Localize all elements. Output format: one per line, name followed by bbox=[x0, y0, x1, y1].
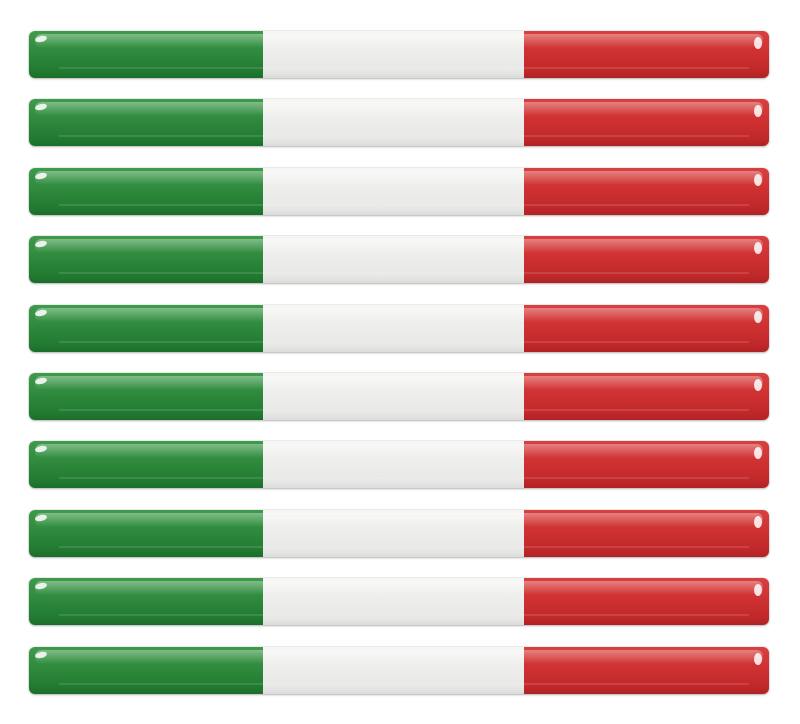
red-band bbox=[524, 236, 769, 283]
green-band bbox=[29, 373, 263, 420]
white-band bbox=[263, 305, 524, 352]
white-band bbox=[263, 31, 524, 78]
green-band bbox=[29, 236, 263, 283]
flag-strip bbox=[29, 168, 769, 215]
red-band bbox=[524, 441, 769, 488]
flag-strip bbox=[29, 236, 769, 283]
white-band bbox=[263, 647, 524, 694]
flag-strip bbox=[29, 441, 769, 488]
flag-strip bbox=[29, 373, 769, 420]
red-band bbox=[524, 373, 769, 420]
green-band bbox=[29, 305, 263, 352]
white-band bbox=[263, 373, 524, 420]
red-band bbox=[524, 510, 769, 557]
red-band bbox=[524, 31, 769, 78]
white-band bbox=[263, 578, 524, 625]
white-band bbox=[263, 168, 524, 215]
white-band bbox=[263, 236, 524, 283]
red-band bbox=[524, 578, 769, 625]
white-band bbox=[263, 510, 524, 557]
flag-strip bbox=[29, 305, 769, 352]
flag-strip bbox=[29, 99, 769, 146]
green-band bbox=[29, 168, 263, 215]
green-band bbox=[29, 441, 263, 488]
green-band bbox=[29, 31, 263, 78]
red-band bbox=[524, 99, 769, 146]
flag-strip bbox=[29, 578, 769, 625]
white-band bbox=[263, 99, 524, 146]
red-band bbox=[524, 168, 769, 215]
flag-strip bbox=[29, 31, 769, 78]
green-band bbox=[29, 99, 263, 146]
green-band bbox=[29, 510, 263, 557]
red-band bbox=[524, 647, 769, 694]
green-band bbox=[29, 578, 263, 625]
flag-strip bbox=[29, 647, 769, 694]
white-band bbox=[263, 441, 524, 488]
red-band bbox=[524, 305, 769, 352]
green-band bbox=[29, 647, 263, 694]
flag-strip bbox=[29, 510, 769, 557]
